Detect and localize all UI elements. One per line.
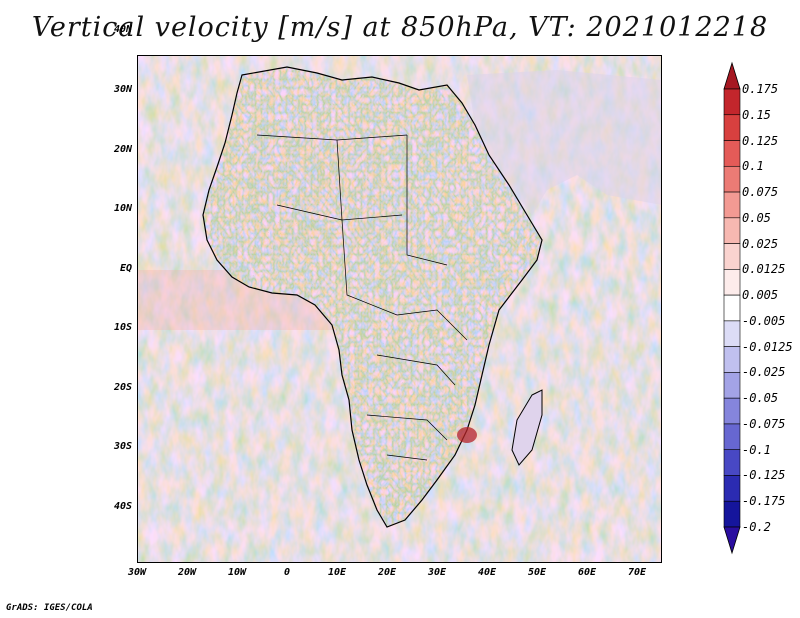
colorbar-label: -0.005 [742, 313, 786, 328]
lat-label: 10S [113, 322, 132, 333]
lon-label: 70E [627, 567, 647, 578]
colorbar-top-arrow [723, 61, 741, 90]
colorbar-label: 0.025 [742, 236, 779, 251]
colorbar-swatch [723, 217, 741, 244]
colorbar-swatch [723, 346, 741, 373]
colorbar-label: -0.025 [742, 365, 786, 380]
colorbar-label: 0.005 [742, 288, 779, 303]
colorbar-label: 0.0125 [742, 262, 786, 277]
page-title: Vertical velocity [m/s] at 850hPa, VT: 2… [31, 12, 769, 43]
colorbar-swatch [723, 243, 741, 270]
colorbar-swatch [723, 114, 741, 141]
lat-label: 40N [113, 24, 132, 35]
colorbar-swatch [723, 423, 741, 451]
colorbar-swatch [723, 140, 741, 167]
colorbar-swatch [723, 475, 741, 502]
colorbar-label: 0.175 [742, 82, 779, 96]
colorbar [723, 61, 741, 555]
colorbar-swatch [723, 397, 741, 425]
colorbar-label: -0.1 [742, 442, 771, 457]
lon-label: 20E [377, 567, 397, 578]
colorbar-swatch [723, 294, 741, 322]
colorbar-label: 0.075 [742, 185, 779, 200]
colorbar-swatch [723, 500, 741, 528]
lat-label: 10N [113, 203, 132, 214]
colorbar-swatch [723, 88, 741, 116]
colorbar-label: 0.05 [742, 210, 771, 225]
lon-label: 0 [283, 567, 291, 578]
colorbar-label: 0.1 [742, 159, 764, 174]
credit-text: GrADS: IGES/COLA [6, 603, 93, 613]
lon-label: 40E [477, 567, 497, 578]
colorbar-label: -0.075 [742, 416, 786, 431]
lon-label: 60E [577, 567, 597, 578]
colorbar-label: 0.125 [742, 133, 779, 148]
colorbar-label: -0.05 [742, 391, 779, 406]
colorbar-label: 0.15 [742, 107, 771, 122]
colorbar-swatch [723, 191, 741, 219]
lat-label: 40S [113, 501, 132, 512]
lat-label: 30S [113, 441, 132, 452]
lat-label: 30N [113, 84, 132, 95]
lat-label: EQ [119, 263, 132, 274]
lon-label: 10E [327, 567, 347, 578]
colorbar-label: -0.2 [742, 520, 771, 534]
colorbar-swatch [723, 165, 741, 193]
colorbar-label: -0.175 [742, 494, 786, 509]
colorbar-bottom-arrow [723, 526, 741, 555]
colorbar-swatch [723, 269, 741, 296]
colorbar-swatch [723, 320, 741, 347]
lon-label: 30W [127, 567, 147, 578]
colorbar-swatch [723, 372, 741, 399]
colorbar-label: -0.0125 [742, 339, 793, 354]
lat-label: 20S [113, 382, 132, 393]
lon-label: 20W [177, 567, 197, 578]
lat-label: 20N [113, 144, 132, 155]
colorbar-label: -0.125 [742, 468, 786, 483]
colorbar-swatch [723, 449, 741, 476]
lon-label: 10W [227, 567, 247, 578]
map-panel [137, 55, 662, 563]
lon-label: 50E [527, 567, 547, 578]
lon-label: 30E [427, 567, 447, 578]
